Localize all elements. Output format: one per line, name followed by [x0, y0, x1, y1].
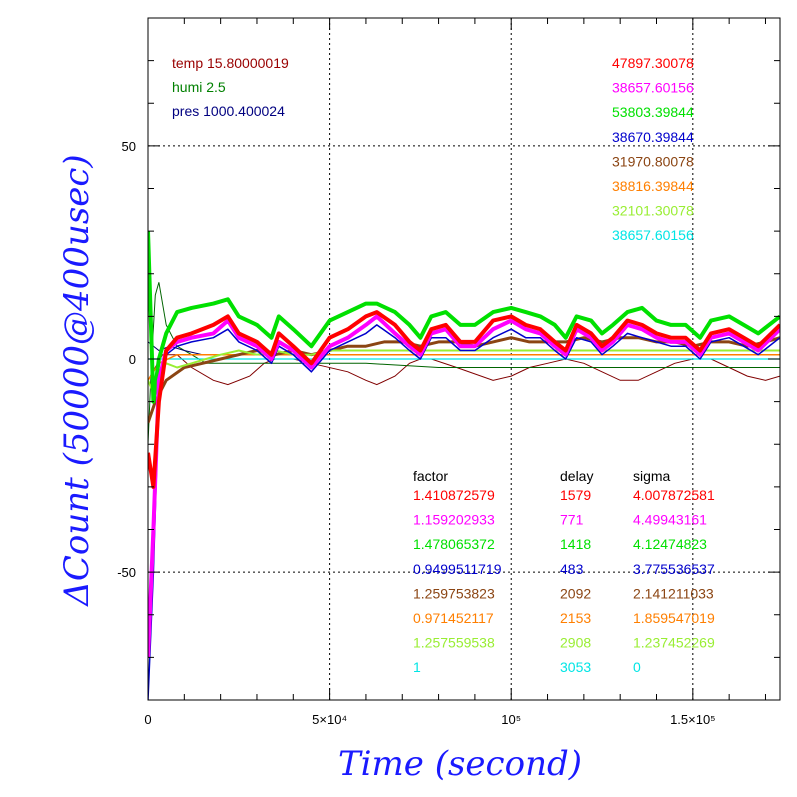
- table-delay-s5: 2092: [560, 585, 591, 601]
- env-humi: humi 2.5: [172, 79, 226, 95]
- table-factor-s7: 1.257559538: [413, 635, 495, 651]
- aux-line: [148, 354, 780, 386]
- table-factor-s1: 1.410872579: [413, 487, 495, 503]
- aux-line: [148, 282, 780, 445]
- y-axis-title: ΔCount (50000@400usec): [57, 154, 97, 607]
- table-sigma-s2: 4.49943161: [633, 512, 707, 528]
- table-header-delay: delay: [560, 468, 593, 484]
- series-lines: [148, 231, 780, 700]
- tick-labels: 0 5×10⁴ 10⁵ 1.5×10⁵ 50 0 -50: [117, 139, 715, 727]
- series-value-s4: 38670.39844: [612, 129, 694, 145]
- env-pres: pres 1000.400024: [172, 103, 285, 119]
- y-tick-label: 50: [122, 139, 136, 154]
- environment-legend: temp 15.80000019 humi 2.5 pres 1000.4000…: [172, 55, 289, 119]
- series-line-s4: [148, 324, 780, 700]
- table-delay-s1: 1579: [560, 487, 591, 503]
- series-value-s8: 38657.60156: [612, 227, 694, 243]
- table-header-factor: factor: [413, 468, 448, 484]
- series-value-s2: 38657.60156: [612, 80, 694, 96]
- table-header-sigma: sigma: [633, 468, 671, 484]
- table-delay-s8: 3053: [560, 659, 591, 675]
- x-tick-label: 10⁵: [501, 712, 521, 727]
- table-sigma-s7: 1.237452269: [633, 635, 715, 651]
- y-tick-label: 0: [129, 352, 136, 367]
- x-tick-label: 1.5×10⁵: [670, 712, 716, 727]
- table-sigma-s3: 4.12474823: [633, 536, 707, 552]
- series-value-s5: 31970.80078: [612, 153, 694, 169]
- table-factor-s2: 1.159202933: [413, 512, 495, 528]
- series-line-s3: [148, 231, 780, 404]
- series-value-s6: 38816.39844: [612, 178, 694, 194]
- table-factor-s3: 1.478065372: [413, 536, 495, 552]
- x-tick-label: 0: [144, 712, 151, 727]
- table-sigma-s8: 0: [633, 659, 641, 675]
- table-factor-s5: 1.259753823: [413, 585, 495, 601]
- series-line-s2: [148, 314, 780, 658]
- series-value-s7: 32101.30078: [612, 203, 694, 219]
- x-axis-title: Time (second): [338, 744, 582, 784]
- series-line-s1: [148, 310, 780, 489]
- axis-ticks: [148, 18, 780, 700]
- table-factor-s6: 0.971452117: [413, 610, 494, 626]
- series-value-legend: 47897.30078 38657.60156 53803.39844 38670.3…: [612, 55, 694, 243]
- env-temp: temp 15.80000019: [172, 55, 289, 71]
- x-tick-label: 5×10⁴: [312, 712, 347, 727]
- series-value-s3: 53803.39844: [612, 104, 694, 120]
- table-factor-s4: 0.9499511719: [413, 561, 502, 577]
- table-sigma-s5: 2.141211033: [633, 585, 714, 601]
- table-delay-s4: 483: [560, 561, 584, 577]
- table-sigma-s4: 3.775536537: [633, 561, 715, 577]
- table-sigma-s6: 1.859547019: [633, 610, 715, 626]
- table-delay-s7: 2908: [560, 635, 591, 651]
- y-tick-label: -50: [117, 565, 136, 580]
- table-rows: 1.410872579 1579 4.007872581 1.159202933 771…: [413, 487, 715, 675]
- parameter-table: factor delay sigma 1.410872579 1579 4.0078…: [413, 468, 715, 675]
- series-value-s1: 47897.30078: [612, 55, 694, 71]
- table-sigma-s1: 4.007872581: [633, 487, 715, 503]
- table-delay-s6: 2153: [560, 610, 591, 626]
- table-factor-s8: 1: [413, 659, 421, 675]
- series-line-s6: [148, 353, 780, 381]
- table-delay-s3: 1418: [560, 536, 591, 552]
- table-delay-s2: 771: [560, 512, 584, 528]
